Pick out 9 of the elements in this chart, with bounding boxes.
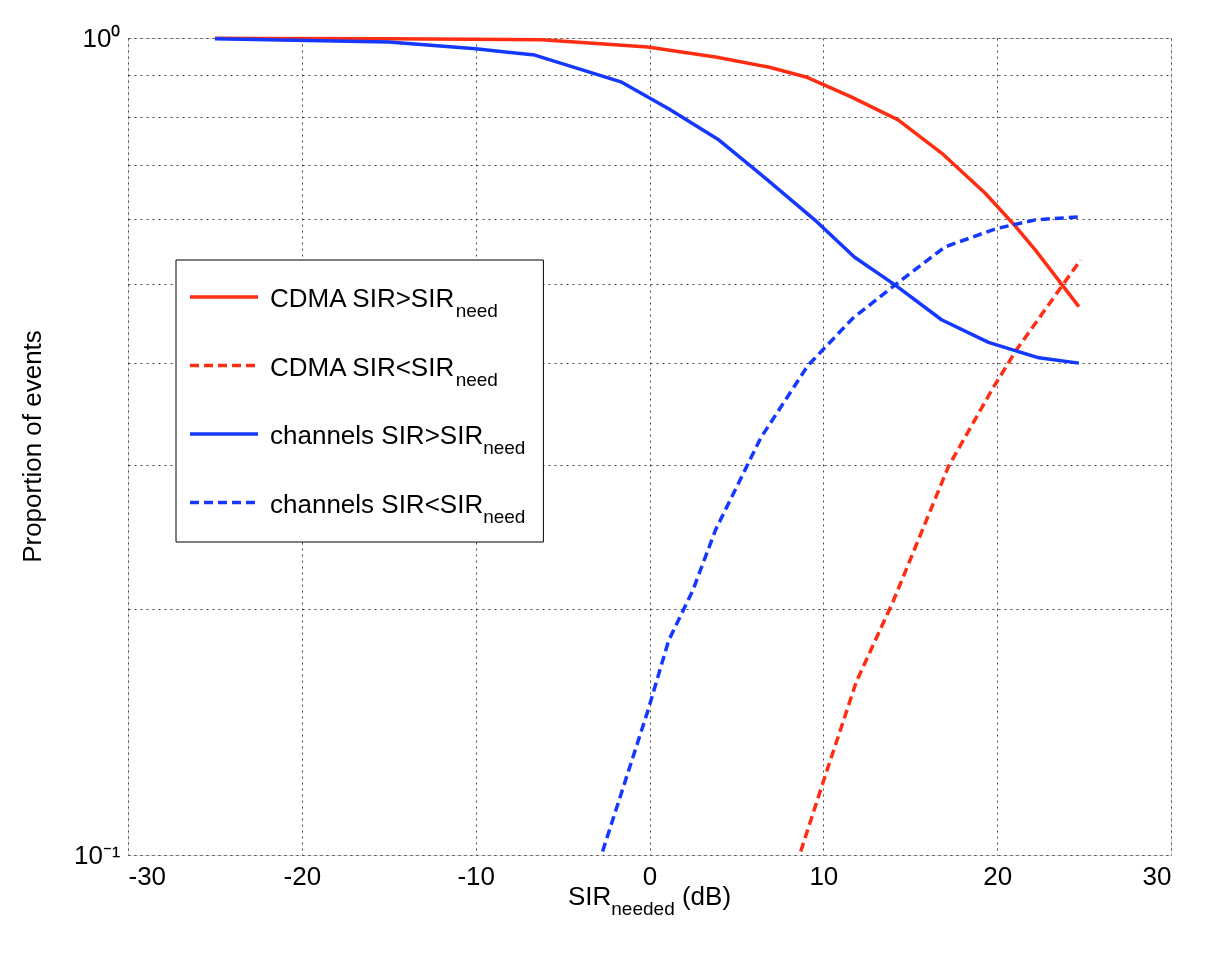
x-tick-label: 20 bbox=[983, 860, 1013, 891]
x-tick-label: 30 bbox=[1142, 860, 1172, 891]
x-tick-label: -10 bbox=[457, 860, 495, 891]
x-tick-label: -30 bbox=[128, 860, 167, 891]
y-tick-label: 10⁻¹ bbox=[73, 839, 121, 870]
y-axis-title: Proportion of events bbox=[17, 330, 47, 563]
x-tick-label: 10 bbox=[809, 860, 839, 891]
y-tick-label: 10⁰ bbox=[82, 22, 121, 53]
x-tick-label: -20 bbox=[283, 860, 322, 891]
